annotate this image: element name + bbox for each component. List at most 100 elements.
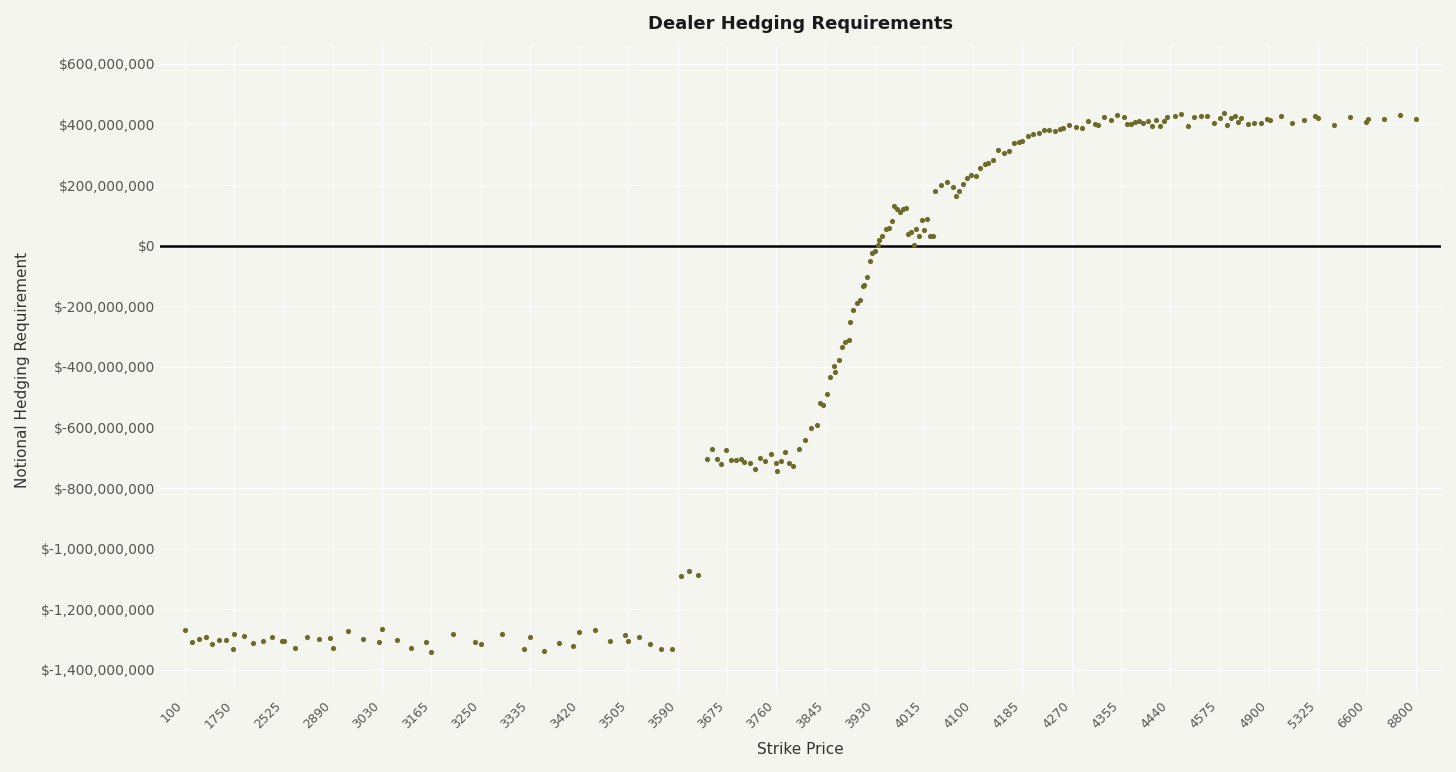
Point bbox=[852, 280, 875, 293]
Point bbox=[815, 388, 839, 400]
Point bbox=[968, 161, 992, 174]
Point bbox=[668, 570, 692, 582]
Point bbox=[778, 457, 801, 469]
Point bbox=[173, 625, 197, 637]
Point bbox=[469, 638, 492, 650]
Point bbox=[399, 642, 422, 654]
Point bbox=[794, 434, 817, 446]
Point bbox=[711, 458, 734, 470]
Point bbox=[981, 154, 1005, 167]
Point bbox=[1322, 119, 1345, 131]
Point bbox=[941, 181, 964, 193]
Point bbox=[649, 643, 673, 655]
Point bbox=[677, 565, 700, 577]
Point bbox=[885, 203, 909, 215]
Point bbox=[1219, 112, 1242, 124]
Point bbox=[1388, 110, 1411, 122]
Point bbox=[868, 234, 891, 246]
Point bbox=[1156, 111, 1179, 124]
Point bbox=[799, 422, 823, 435]
Point bbox=[960, 169, 983, 181]
Point bbox=[1124, 116, 1147, 128]
Point bbox=[913, 224, 936, 236]
Point bbox=[1144, 113, 1168, 126]
Point bbox=[598, 635, 622, 648]
Point bbox=[855, 270, 878, 283]
Point bbox=[1306, 112, 1329, 124]
Point bbox=[833, 336, 856, 348]
Point bbox=[837, 334, 860, 347]
Point bbox=[863, 245, 887, 257]
Point bbox=[1354, 116, 1377, 128]
Point bbox=[923, 185, 946, 198]
Point bbox=[916, 213, 939, 225]
Point bbox=[1032, 124, 1056, 136]
Point bbox=[186, 633, 210, 645]
Point bbox=[877, 222, 900, 234]
Point bbox=[766, 465, 789, 477]
Point bbox=[1077, 115, 1101, 127]
Point bbox=[1112, 111, 1136, 124]
Point bbox=[614, 629, 638, 642]
Point bbox=[992, 147, 1015, 159]
Point bbox=[1211, 107, 1235, 120]
Point bbox=[943, 189, 967, 201]
Point bbox=[1099, 113, 1123, 126]
Point bbox=[705, 453, 728, 466]
Point bbox=[242, 637, 265, 649]
Point bbox=[770, 455, 794, 468]
Point bbox=[1226, 117, 1249, 129]
Point bbox=[738, 456, 761, 469]
Y-axis label: Notional Hedging Requirement: Notional Hedging Requirement bbox=[15, 252, 31, 488]
Point bbox=[1136, 115, 1159, 127]
Point bbox=[201, 638, 224, 650]
Point bbox=[929, 179, 952, 191]
Point bbox=[860, 246, 884, 259]
Point bbox=[568, 625, 591, 638]
Point bbox=[919, 230, 942, 242]
Point bbox=[1070, 122, 1093, 134]
Point bbox=[628, 631, 651, 643]
Point bbox=[754, 455, 778, 468]
Point bbox=[491, 628, 514, 640]
Point bbox=[1255, 113, 1278, 125]
Point bbox=[384, 634, 408, 646]
Point bbox=[181, 636, 204, 648]
Point bbox=[811, 398, 834, 411]
Point bbox=[842, 304, 865, 317]
Point bbox=[1057, 119, 1080, 131]
Point bbox=[964, 170, 987, 182]
Point bbox=[897, 228, 920, 240]
Point bbox=[562, 640, 585, 652]
Point bbox=[214, 634, 237, 646]
Point bbox=[1008, 136, 1031, 148]
Point bbox=[987, 144, 1010, 156]
Point bbox=[1131, 117, 1155, 129]
Point bbox=[946, 185, 970, 198]
Point bbox=[1105, 109, 1128, 121]
Point bbox=[221, 643, 245, 655]
Point bbox=[1127, 115, 1150, 127]
Point bbox=[866, 239, 890, 251]
Point bbox=[582, 624, 606, 636]
Point bbox=[660, 643, 683, 655]
Point bbox=[1026, 127, 1050, 139]
Point bbox=[1048, 123, 1072, 135]
Point bbox=[1291, 114, 1315, 127]
Point bbox=[955, 171, 978, 184]
Point bbox=[891, 203, 914, 215]
X-axis label: Strike Price: Strike Price bbox=[757, 742, 844, 757]
Point bbox=[773, 445, 796, 458]
Point bbox=[336, 625, 360, 637]
Point bbox=[759, 449, 782, 461]
Point bbox=[352, 632, 376, 645]
Point bbox=[895, 201, 919, 214]
Point bbox=[858, 255, 881, 267]
Title: Dealer Hedging Requirements: Dealer Hedging Requirements bbox=[648, 15, 954, 33]
Point bbox=[252, 635, 275, 647]
Point bbox=[194, 631, 217, 644]
Point bbox=[1356, 113, 1379, 125]
Point bbox=[296, 631, 319, 643]
Point bbox=[1140, 120, 1163, 132]
Point bbox=[322, 642, 345, 654]
